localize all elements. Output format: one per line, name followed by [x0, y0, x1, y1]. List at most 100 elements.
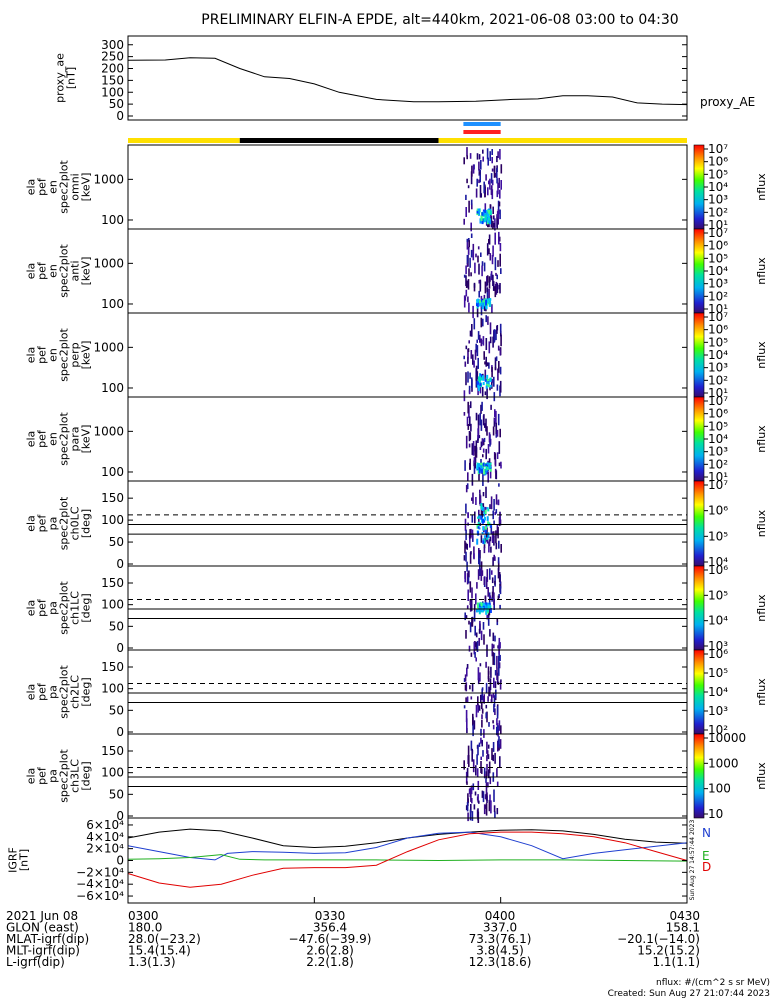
flux-streak	[471, 377, 473, 388]
y-axis-label: ch3LC	[69, 759, 82, 793]
flux-bright	[485, 469, 488, 473]
flux-streak	[494, 511, 496, 516]
flux-streak	[498, 736, 500, 748]
flux-streak	[467, 793, 469, 806]
flux-streak	[491, 694, 493, 703]
flux-streak	[498, 441, 501, 454]
flux-streak	[468, 385, 471, 393]
flux-streak	[465, 289, 468, 297]
colorbar-tick-label: 10⁶	[708, 504, 728, 518]
flux-streak	[473, 457, 476, 464]
flux-streak	[495, 281, 498, 295]
y-tick-label: 0	[116, 109, 124, 123]
flux-streak	[477, 704, 479, 713]
y-axis-label: spec2plot	[58, 412, 71, 466]
flux-streak	[479, 489, 481, 494]
flux-streak	[493, 215, 495, 220]
flux-streak	[498, 644, 500, 655]
panels: 300250200150100500proxy_ae[nT]proxy_AE10…	[7, 35, 768, 904]
colorbar-label: nflux	[755, 762, 768, 790]
flux-streak	[469, 581, 472, 593]
colorbar-tick-label: 10⁷	[708, 310, 728, 324]
flux-streak	[480, 404, 482, 414]
flux-bright	[478, 211, 480, 216]
flux-streak	[474, 625, 476, 636]
flux-streak	[494, 635, 496, 642]
flux-streak	[484, 774, 486, 778]
flux-streak	[482, 622, 485, 630]
flux-streak	[497, 728, 499, 737]
y-tick-label: 100	[101, 766, 124, 780]
flux-streak	[485, 486, 487, 498]
flux-streak	[486, 569, 489, 582]
flux-streak	[466, 728, 468, 734]
flux-streak	[494, 670, 497, 676]
flux-streak	[477, 677, 480, 685]
colorbar-tick-label: 10³	[708, 277, 728, 291]
flux-streak	[494, 580, 496, 585]
flux-bright	[481, 531, 484, 535]
flux-streak	[484, 391, 487, 396]
flux-streak	[479, 413, 481, 426]
flux-bright	[488, 302, 491, 307]
flux-streak	[474, 511, 476, 524]
flux-streak	[499, 149, 501, 160]
flux-streak	[473, 360, 475, 368]
y-tick-label: 100	[101, 465, 124, 479]
flux-streak	[471, 514, 474, 523]
flux-streak	[482, 750, 484, 757]
panel-frame	[127, 228, 688, 314]
flux-bright	[486, 374, 489, 379]
flux-streak	[464, 612, 466, 621]
flux-bright	[487, 508, 490, 512]
flux-streak	[469, 330, 472, 337]
flux-bright	[489, 467, 492, 472]
flux-bright	[489, 298, 492, 301]
flux-streak	[491, 179, 494, 186]
flux-bright	[481, 606, 484, 613]
flux-streak	[483, 544, 486, 549]
flux-streak	[485, 778, 487, 783]
flux-streak	[465, 503, 467, 514]
flux-streak	[468, 302, 470, 313]
flux-streak	[465, 207, 467, 217]
colorbar-label: nflux	[755, 594, 768, 622]
flux-bright	[481, 602, 484, 607]
flux-streak	[485, 682, 488, 693]
flux-bright	[486, 537, 489, 540]
flux-streak	[481, 319, 484, 323]
colorbar-tick-label: 10⁵	[708, 529, 728, 543]
flux-streak	[481, 401, 483, 411]
flux-streak	[487, 696, 489, 702]
y-tick-label: 4×10⁴	[86, 830, 124, 844]
flux-streak	[474, 458, 476, 469]
flux-bright	[479, 604, 482, 610]
flux-streak	[488, 541, 490, 553]
flux-streak	[492, 557, 494, 567]
flux-streak	[497, 645, 499, 649]
flux-streak	[497, 568, 500, 579]
flux-streak	[469, 622, 472, 633]
flux-streak	[465, 435, 468, 449]
flux-streak	[468, 390, 471, 395]
flux-bright	[476, 524, 479, 529]
flux-streak	[477, 331, 480, 340]
flux-streak	[490, 546, 492, 553]
legend-entry: E	[702, 849, 710, 863]
series-line-proxy-ae	[127, 57, 688, 106]
flux-streak	[493, 805, 496, 813]
flux-streak	[484, 369, 487, 381]
footer-row-value: 12.3(18.6)	[469, 955, 532, 969]
y-axis-label: en	[47, 180, 60, 194]
flux-bright	[481, 466, 484, 470]
y-axis-label: pa	[47, 601, 60, 615]
y-tick-label: 150	[101, 744, 124, 758]
flux-streak	[467, 348, 470, 352]
y-axis-label: IGRF	[7, 847, 20, 873]
flux-streak	[494, 453, 497, 465]
flux-streak	[469, 537, 471, 548]
flux-bright	[480, 462, 483, 465]
flux-streak	[473, 611, 476, 622]
flux-streak	[467, 371, 469, 383]
